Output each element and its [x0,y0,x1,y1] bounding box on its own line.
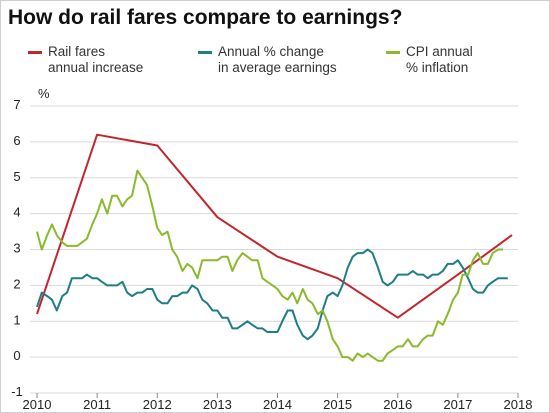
y-tick-label: -1 [11,384,23,399]
x-tick-label: 2017 [443,397,472,412]
legend-label-earnings-line2: in average earnings [218,60,337,75]
x-tick-label: 2011 [83,397,111,412]
legend-label-rail-fares-line2: annual increase [48,60,144,75]
legend-label-cpi-line2: % inflation [406,60,469,75]
legend-label-rail-fares-line1: Rail fares [48,44,106,59]
y-tick-label: 5 [13,169,20,184]
x-tick-label: 2010 [23,397,52,412]
legend-swatch-rail-fares [28,51,42,54]
x-tick-label: 2012 [143,397,172,412]
chart-title: How do rail fares compare to earnings? [8,6,403,29]
legend-label-earnings-line1: Annual % change [218,44,324,59]
series-line-1 [36,248,508,341]
x-tick-label: 2018 [504,397,533,412]
y-tick-label: 3 [13,241,20,256]
x-tick-label: 2016 [383,397,412,412]
x-tick-label: 2014 [263,397,292,412]
series-line-0 [36,133,513,319]
y-tick-label: 2 [13,276,20,291]
y-tick-label: 1 [13,312,20,327]
legend-swatch-earnings [198,51,212,54]
legend-label-cpi-line1: CPI annual [406,44,473,59]
x-tick-label: 2015 [323,397,352,412]
legend-swatch-cpi [386,51,400,54]
y-tick-label: 4 [13,205,20,220]
y-tick-label: 7 [13,97,20,112]
y-tick-label: 6 [13,133,20,148]
y-axis-label: % [38,86,50,101]
series-line-2 [36,169,503,362]
y-tick-label: 0 [13,348,20,363]
x-tick-label: 2013 [203,397,232,412]
